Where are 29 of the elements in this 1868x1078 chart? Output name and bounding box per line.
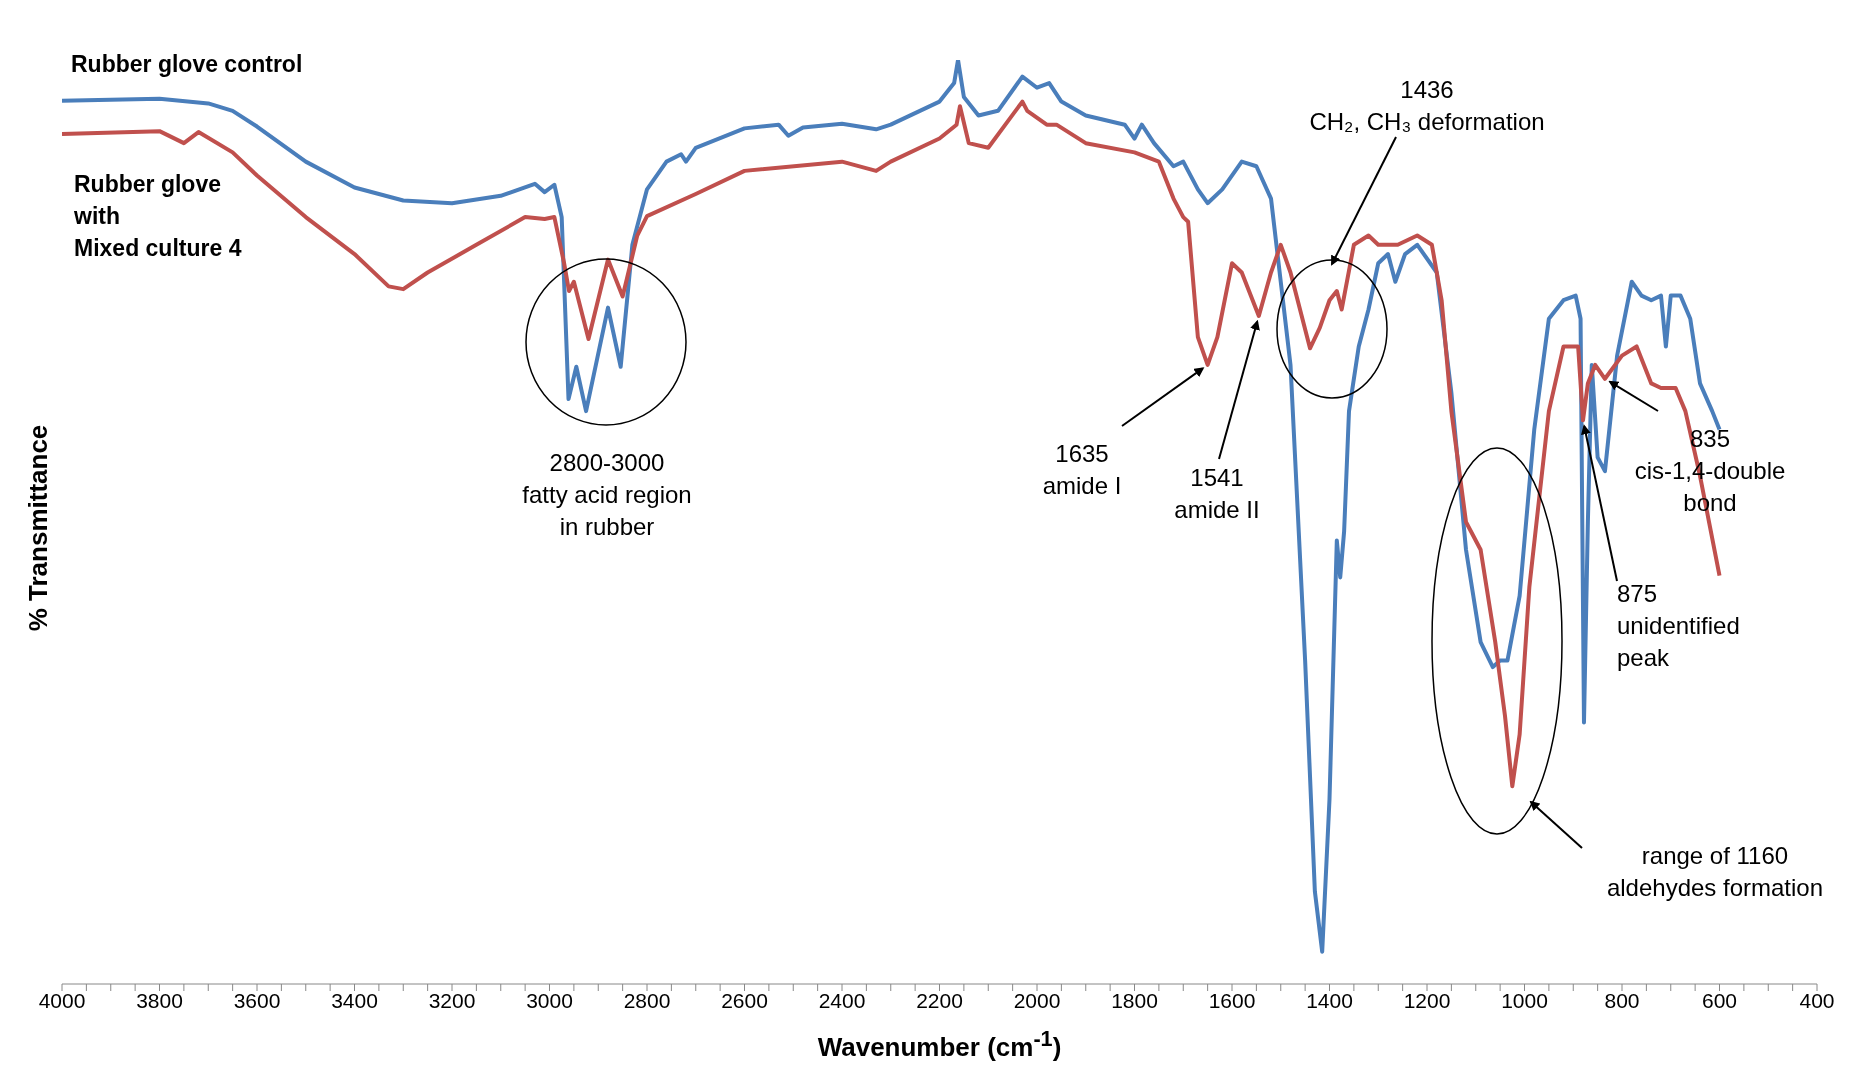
x-tick-label: 800	[1604, 988, 1640, 1012]
x-tick-label: 3800	[136, 988, 183, 1012]
annotation: 1436 CH₂, CH₃ deformation	[1309, 75, 1545, 137]
x-tick-label: 3200	[428, 988, 476, 1012]
y-axis-title: % Transmittance	[22, 424, 54, 632]
x-tick-label: 2800	[623, 988, 671, 1012]
x-tick-label: 3400	[331, 988, 378, 1012]
annotation: range of 1160 aldehydes formation	[1606, 841, 1824, 903]
x-tick-label: 2600	[721, 988, 768, 1012]
series-label: Rubber glove control	[71, 50, 304, 79]
x-tick-label: 4000	[38, 988, 86, 1012]
annotation: 1635 amide I	[1042, 439, 1122, 501]
x-tick-label: 400	[1799, 988, 1835, 1012]
annotation: 1541 amide II	[1174, 463, 1260, 525]
x-tick-label: 1800	[1111, 988, 1158, 1012]
x-tick-label: 1400	[1306, 988, 1353, 1012]
x-tick-label: 1200	[1403, 988, 1451, 1012]
x-tick-label: 2400	[818, 988, 866, 1012]
x-tick-label: 2000	[1013, 988, 1061, 1012]
x-tick-label: 600	[1701, 988, 1738, 1012]
x-tick-label: 2200	[916, 988, 963, 1012]
x-tick-label: 1600	[1208, 988, 1256, 1012]
x-tick-label: 3600	[233, 988, 281, 1012]
x-axis-title: Wavenumber (cm$^{-1}$)	[816, 1026, 1063, 1063]
x-tick-label: 3000	[526, 988, 573, 1012]
annotation: 2800-3000 fatty acid region in rubber	[522, 448, 692, 542]
series-label: Rubber glove with Mixed culture 4	[74, 170, 243, 263]
annotation: 875 unidentified peak	[1617, 579, 1740, 673]
x-tick-label: 1000	[1501, 988, 1548, 1012]
